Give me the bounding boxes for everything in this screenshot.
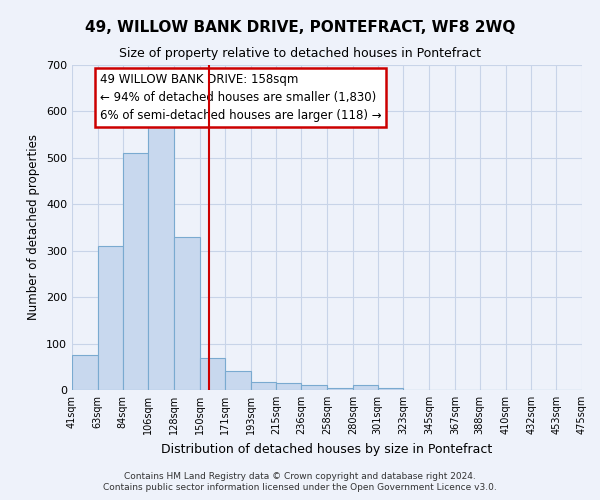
Text: 49 WILLOW BANK DRIVE: 158sqm
← 94% of detached houses are smaller (1,830)
6% of : 49 WILLOW BANK DRIVE: 158sqm ← 94% of de… xyxy=(100,73,382,122)
Text: Contains public sector information licensed under the Open Government Licence v3: Contains public sector information licen… xyxy=(103,484,497,492)
Bar xyxy=(377,388,403,390)
Bar xyxy=(301,386,327,390)
Bar xyxy=(251,382,277,390)
Bar xyxy=(122,153,148,390)
Bar xyxy=(148,123,174,390)
Y-axis label: Number of detached properties: Number of detached properties xyxy=(28,134,40,320)
Bar xyxy=(225,372,251,390)
Bar xyxy=(327,388,353,390)
X-axis label: Distribution of detached houses by size in Pontefract: Distribution of detached houses by size … xyxy=(161,442,493,456)
Bar xyxy=(200,358,225,390)
Text: Contains HM Land Registry data © Crown copyright and database right 2024.: Contains HM Land Registry data © Crown c… xyxy=(124,472,476,481)
Bar xyxy=(277,383,301,390)
Bar xyxy=(353,386,377,390)
Text: Size of property relative to detached houses in Pontefract: Size of property relative to detached ho… xyxy=(119,48,481,60)
Text: 49, WILLOW BANK DRIVE, PONTEFRACT, WF8 2WQ: 49, WILLOW BANK DRIVE, PONTEFRACT, WF8 2… xyxy=(85,20,515,35)
Bar xyxy=(98,246,122,390)
Bar xyxy=(72,355,98,390)
Bar xyxy=(174,237,200,390)
